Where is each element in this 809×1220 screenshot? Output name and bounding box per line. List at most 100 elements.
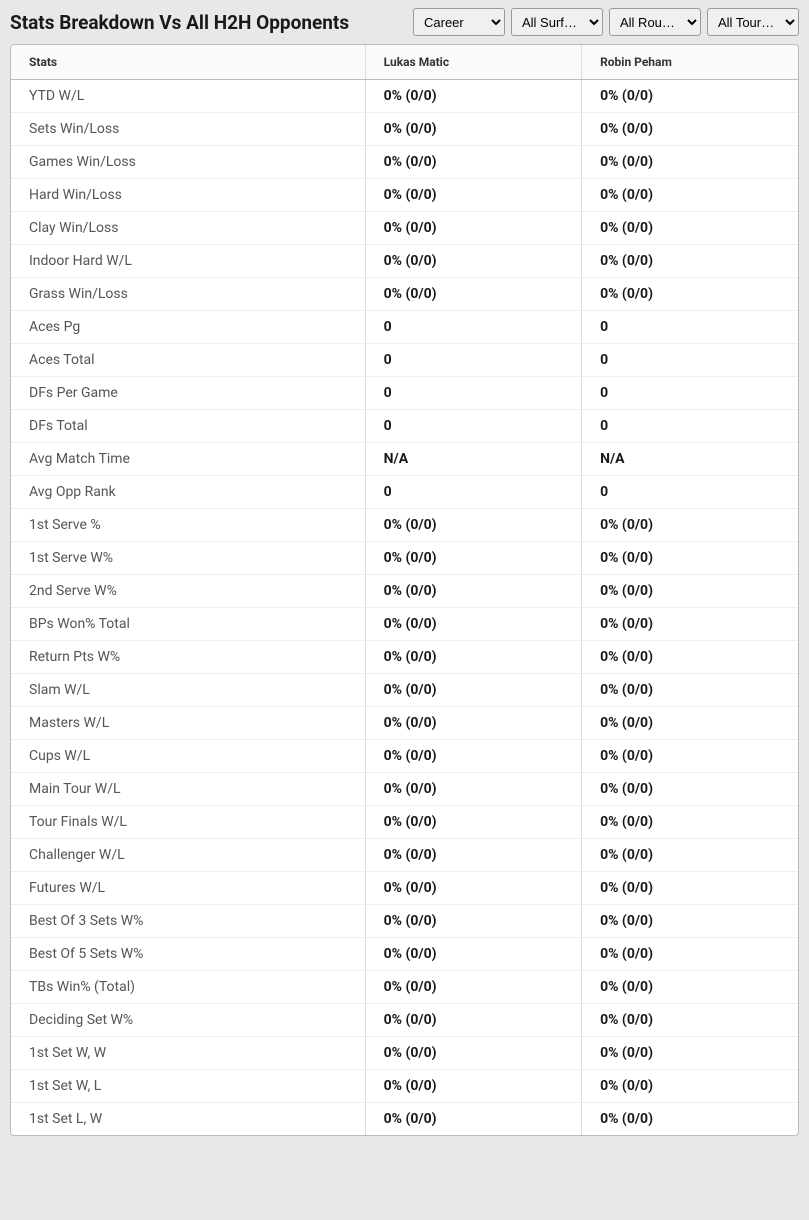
stat-value-player2: 0% (0/0) — [582, 740, 798, 773]
table-row: YTD W/L0% (0/0)0% (0/0) — [11, 80, 798, 113]
filter-rounds-select[interactable]: All Rou… — [609, 8, 701, 36]
filter-career-select[interactable]: Career — [413, 8, 505, 36]
stat-label: Futures W/L — [11, 872, 365, 905]
stat-label: TBs Win% (Total) — [11, 971, 365, 1004]
table-row: Slam W/L0% (0/0)0% (0/0) — [11, 674, 798, 707]
col-header-stats: Stats — [11, 45, 365, 80]
stat-label: Return Pts W% — [11, 641, 365, 674]
stat-value-player2: 0% (0/0) — [582, 146, 798, 179]
stat-label: DFs Total — [11, 410, 365, 443]
stat-value-player2: 0% (0/0) — [582, 179, 798, 212]
table-row: Games Win/Loss0% (0/0)0% (0/0) — [11, 146, 798, 179]
table-row: BPs Won% Total0% (0/0)0% (0/0) — [11, 608, 798, 641]
page-title: Stats Breakdown Vs All H2H Opponents — [10, 11, 349, 34]
stat-label: Masters W/L — [11, 707, 365, 740]
table-row: Aces Total00 — [11, 344, 798, 377]
stat-label: Avg Match Time — [11, 443, 365, 476]
stat-value-player2: 0% (0/0) — [582, 509, 798, 542]
stat-label: Clay Win/Loss — [11, 212, 365, 245]
table-row: Aces Pg00 — [11, 311, 798, 344]
stat-value-player2: 0% (0/0) — [582, 872, 798, 905]
stat-label: Aces Pg — [11, 311, 365, 344]
table-row: 2nd Serve W%0% (0/0)0% (0/0) — [11, 575, 798, 608]
stat-value-player2: 0% (0/0) — [582, 278, 798, 311]
table-row: DFs Total00 — [11, 410, 798, 443]
table-row: Challenger W/L0% (0/0)0% (0/0) — [11, 839, 798, 872]
stat-value-player2: 0% (0/0) — [582, 1070, 798, 1103]
table-row: Masters W/L0% (0/0)0% (0/0) — [11, 707, 798, 740]
stat-label: Challenger W/L — [11, 839, 365, 872]
stat-value-player1: 0% (0/0) — [365, 575, 581, 608]
stat-value-player1: 0% (0/0) — [365, 278, 581, 311]
table-row: Hard Win/Loss0% (0/0)0% (0/0) — [11, 179, 798, 212]
stat-value-player2: 0 — [582, 377, 798, 410]
table-row: TBs Win% (Total)0% (0/0)0% (0/0) — [11, 971, 798, 1004]
stat-value-player2: 0% (0/0) — [582, 641, 798, 674]
filter-surface-select[interactable]: All Surf… — [511, 8, 603, 36]
table-row: Best Of 3 Sets W%0% (0/0)0% (0/0) — [11, 905, 798, 938]
stat-label: Best Of 5 Sets W% — [11, 938, 365, 971]
stat-value-player2: 0 — [582, 476, 798, 509]
table-row: 1st Serve W%0% (0/0)0% (0/0) — [11, 542, 798, 575]
stat-value-player2: 0% (0/0) — [582, 542, 798, 575]
stat-value-player1: 0% (0/0) — [365, 542, 581, 575]
stat-value-player1: 0 — [365, 410, 581, 443]
table-row: Indoor Hard W/L0% (0/0)0% (0/0) — [11, 245, 798, 278]
table-row: Return Pts W%0% (0/0)0% (0/0) — [11, 641, 798, 674]
table-row: Cups W/L0% (0/0)0% (0/0) — [11, 740, 798, 773]
stat-value-player1: 0% (0/0) — [365, 971, 581, 1004]
stat-value-player1: 0% (0/0) — [365, 212, 581, 245]
table-row: Sets Win/Loss0% (0/0)0% (0/0) — [11, 113, 798, 146]
col-header-player1: Lukas Matic — [365, 45, 581, 80]
stat-value-player1: 0% (0/0) — [365, 740, 581, 773]
stat-value-player1: 0% (0/0) — [365, 80, 581, 113]
stat-value-player1: 0% (0/0) — [365, 509, 581, 542]
stat-label: Hard Win/Loss — [11, 179, 365, 212]
stat-label: 2nd Serve W% — [11, 575, 365, 608]
filter-tournament-select[interactable]: All Tour… — [707, 8, 799, 36]
table-row: DFs Per Game00 — [11, 377, 798, 410]
table-row: Clay Win/Loss0% (0/0)0% (0/0) — [11, 212, 798, 245]
stat-value-player1: N/A — [365, 443, 581, 476]
stat-value-player2: 0 — [582, 410, 798, 443]
stat-value-player1: 0% (0/0) — [365, 707, 581, 740]
stat-value-player2: 0% (0/0) — [582, 938, 798, 971]
table-row: 1st Set L, W0% (0/0)0% (0/0) — [11, 1103, 798, 1136]
stat-value-player2: 0% (0/0) — [582, 1103, 798, 1136]
stat-value-player1: 0% (0/0) — [365, 773, 581, 806]
stat-value-player1: 0% (0/0) — [365, 938, 581, 971]
stat-value-player1: 0% (0/0) — [365, 905, 581, 938]
table-row: 1st Serve %0% (0/0)0% (0/0) — [11, 509, 798, 542]
stat-value-player2: 0% (0/0) — [582, 773, 798, 806]
stat-label: DFs Per Game — [11, 377, 365, 410]
stats-table-container: Stats Lukas Matic Robin Peham YTD W/L0% … — [10, 44, 799, 1136]
table-header: Stats Lukas Matic Robin Peham — [11, 45, 798, 80]
stat-label: 1st Serve % — [11, 509, 365, 542]
stat-value-player1: 0% (0/0) — [365, 608, 581, 641]
stat-value-player2: 0% (0/0) — [582, 608, 798, 641]
stat-value-player1: 0% (0/0) — [365, 179, 581, 212]
stat-value-player2: 0% (0/0) — [582, 575, 798, 608]
table-row: Grass Win/Loss0% (0/0)0% (0/0) — [11, 278, 798, 311]
stat-label: 1st Set L, W — [11, 1103, 365, 1136]
table-row: Tour Finals W/L0% (0/0)0% (0/0) — [11, 806, 798, 839]
stat-value-player2: 0 — [582, 311, 798, 344]
stat-value-player2: 0% (0/0) — [582, 1004, 798, 1037]
stat-label: Aces Total — [11, 344, 365, 377]
stat-value-player1: 0% (0/0) — [365, 806, 581, 839]
stats-table: Stats Lukas Matic Robin Peham YTD W/L0% … — [11, 45, 798, 1135]
stat-value-player1: 0 — [365, 377, 581, 410]
stat-label: 1st Set W, L — [11, 1070, 365, 1103]
stat-value-player2: N/A — [582, 443, 798, 476]
stat-label: Deciding Set W% — [11, 1004, 365, 1037]
stat-value-player2: 0 — [582, 344, 798, 377]
table-row: Deciding Set W%0% (0/0)0% (0/0) — [11, 1004, 798, 1037]
stat-label: Slam W/L — [11, 674, 365, 707]
stat-label: Grass Win/Loss — [11, 278, 365, 311]
stat-value-player2: 0% (0/0) — [582, 674, 798, 707]
stat-label: Best Of 3 Sets W% — [11, 905, 365, 938]
filter-bar: Career All Surf… All Rou… All Tour… — [413, 8, 799, 36]
stat-value-player1: 0% (0/0) — [365, 1004, 581, 1037]
stat-value-player2: 0% (0/0) — [582, 707, 798, 740]
stat-value-player1: 0 — [365, 311, 581, 344]
